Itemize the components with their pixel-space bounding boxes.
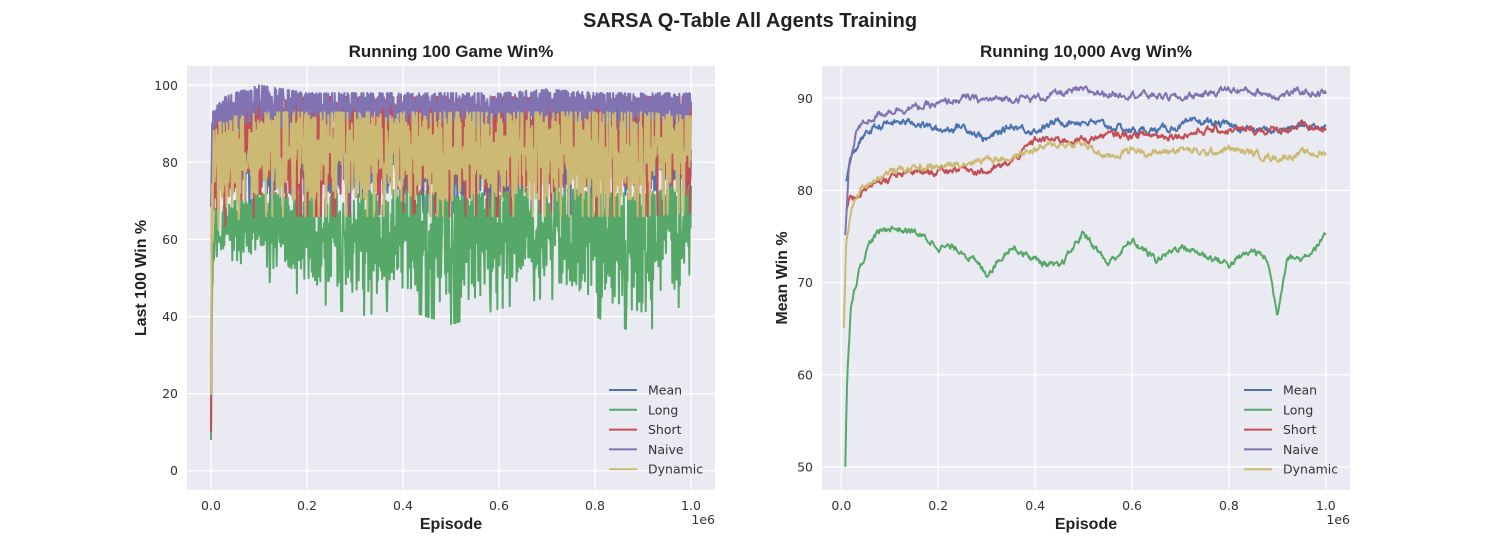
x-tick-label: 0.0 bbox=[831, 498, 851, 513]
x-tick-label: 0.6 bbox=[1122, 498, 1142, 513]
y-tick-labels-right: 50 60 70 80 90 bbox=[797, 91, 813, 475]
chart-title-right: Running 10,000 Avg Win% bbox=[980, 42, 1192, 61]
series-lines-left bbox=[210, 84, 692, 440]
legend-left: Mean Long Short Naive Dynamic bbox=[609, 383, 703, 477]
x-axis-label-right: Episode bbox=[1055, 516, 1117, 533]
series-line-dynamic bbox=[842, 140, 1327, 329]
figure-title: SARSA Q-Table All Agents Training bbox=[583, 10, 917, 32]
y-tick-label: 40 bbox=[162, 309, 178, 324]
legend-label-long: Long bbox=[1283, 402, 1313, 417]
legend-label-mean: Mean bbox=[1283, 383, 1317, 398]
chart-title-left: Running 100 Game Win% bbox=[349, 42, 554, 61]
x-multiplier-left: 1e6 bbox=[691, 512, 715, 527]
legend-label-mean: Mean bbox=[648, 383, 682, 398]
series-line-long bbox=[210, 184, 692, 440]
chart-panel-left: 0.0 0.2 0.4 0.6 0.8 1.0 0 20 40 60 80 100 Running … bbox=[133, 42, 715, 533]
y-tick-label: 60 bbox=[162, 232, 178, 247]
y-tick-label: 80 bbox=[797, 183, 813, 198]
legend-label-naive: Naive bbox=[648, 442, 684, 457]
plot-area-right bbox=[822, 66, 1350, 490]
y-tick-labels-left: 0 20 40 60 80 100 bbox=[154, 78, 178, 478]
y-tick-label: 50 bbox=[797, 459, 813, 474]
x-multiplier-right: 1e6 bbox=[1326, 512, 1350, 527]
x-tick-labels-left: 0.0 0.2 0.4 0.6 0.8 1.0 bbox=[201, 498, 701, 513]
x-tick-label: 0.8 bbox=[1219, 498, 1239, 513]
chart-panel-right: 0.0 0.2 0.4 0.6 0.8 1.0 50 60 70 80 90 Running 10… bbox=[774, 42, 1350, 533]
y-tick-label: 90 bbox=[797, 91, 813, 106]
series-line-mean bbox=[845, 116, 1327, 182]
x-tick-label: 0.0 bbox=[201, 498, 221, 513]
legend-label-dynamic: Dynamic bbox=[648, 462, 703, 477]
x-axis-label-left: Episode bbox=[420, 516, 482, 533]
x-tick-label: 0.2 bbox=[928, 498, 948, 513]
series-line-naive bbox=[844, 85, 1327, 236]
y-tick-label: 100 bbox=[154, 78, 178, 93]
x-tick-label: 1.0 bbox=[1316, 498, 1336, 513]
legend-label-long: Long bbox=[648, 402, 678, 417]
y-tick-label: 20 bbox=[162, 386, 178, 401]
gridlines-right bbox=[822, 66, 1350, 490]
y-tick-label: 70 bbox=[797, 275, 813, 290]
x-tick-label: 0.2 bbox=[297, 498, 317, 513]
x-tick-label: 1.0 bbox=[681, 498, 701, 513]
legend-right: Mean Long Short Naive Dynamic bbox=[1244, 383, 1338, 477]
series-line-naive bbox=[210, 84, 692, 207]
y-tick-label: 0 bbox=[170, 463, 178, 478]
y-axis-label-left: Last 100 Win % bbox=[133, 220, 150, 336]
x-tick-label: 0.8 bbox=[585, 498, 605, 513]
legend-label-dynamic: Dynamic bbox=[1283, 462, 1338, 477]
x-tick-label: 0.4 bbox=[393, 498, 413, 513]
series-line-dynamic bbox=[210, 111, 692, 396]
x-tick-label: 0.4 bbox=[1025, 498, 1045, 513]
legend-label-short: Short bbox=[648, 422, 682, 437]
series-line-long bbox=[844, 225, 1327, 467]
x-tick-labels-right: 0.0 0.2 0.4 0.6 0.8 1.0 bbox=[831, 498, 1335, 513]
series-line-short bbox=[845, 119, 1327, 210]
x-tick-label: 0.6 bbox=[489, 498, 509, 513]
y-tick-label: 60 bbox=[797, 367, 813, 382]
series-lines-right bbox=[842, 85, 1327, 467]
y-tick-label: 80 bbox=[162, 155, 178, 170]
legend-label-naive: Naive bbox=[1283, 442, 1319, 457]
y-axis-label-right: Mean Win % bbox=[774, 231, 791, 324]
legend-label-short: Short bbox=[1283, 422, 1317, 437]
